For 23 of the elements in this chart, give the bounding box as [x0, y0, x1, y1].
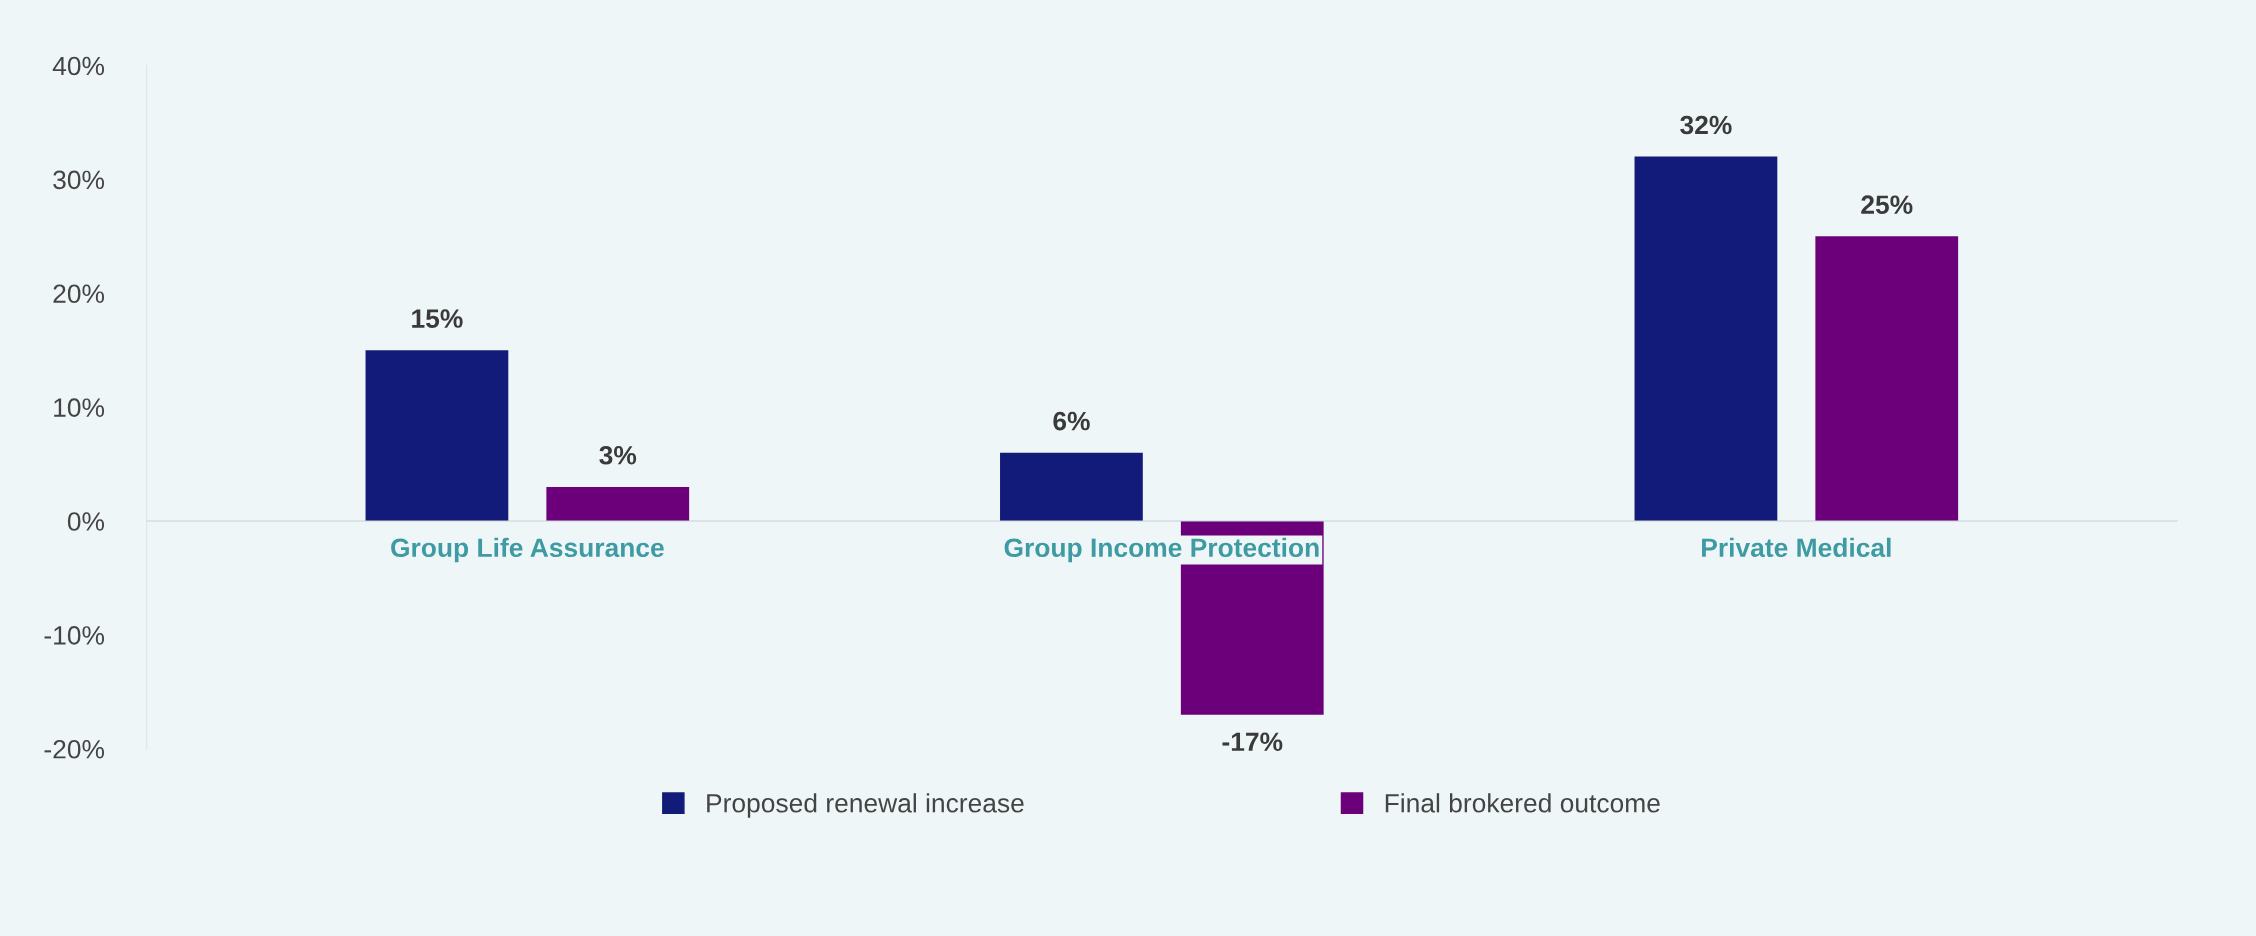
bar	[546, 486, 690, 522]
text: 25%	[1861, 195, 1913, 215]
x-tick-label: Private Medical	[1702, 537, 1891, 558]
bar	[1634, 156, 1778, 522]
y-tick-label: 10%	[54, 398, 105, 417]
y-tick-label: 20%	[53, 284, 105, 304]
y-tick-label: 40%	[52, 56, 105, 76]
x-tick-label: Group Income Protection	[1004, 537, 1319, 563]
text: -17%	[1222, 732, 1283, 752]
text: 6%	[1053, 411, 1090, 431]
legend-label: Final brokered outcome	[1385, 793, 1660, 813]
text: 32%	[1680, 115, 1732, 135]
y-tick-label: -10%	[44, 626, 105, 645]
legend-label: Proposed renewal increase	[707, 793, 1024, 818]
bar	[365, 350, 509, 522]
y-tick-label: 30%	[53, 170, 105, 190]
x-tick-label: Group Life Assurance	[391, 537, 664, 563]
bar	[1000, 452, 1143, 522]
bar	[1815, 236, 1959, 522]
y-tick-label: 0%	[67, 512, 105, 531]
text: 15%	[412, 309, 463, 328]
text: 3%	[599, 445, 637, 465]
y-tick-label: -20%	[44, 739, 105, 759]
